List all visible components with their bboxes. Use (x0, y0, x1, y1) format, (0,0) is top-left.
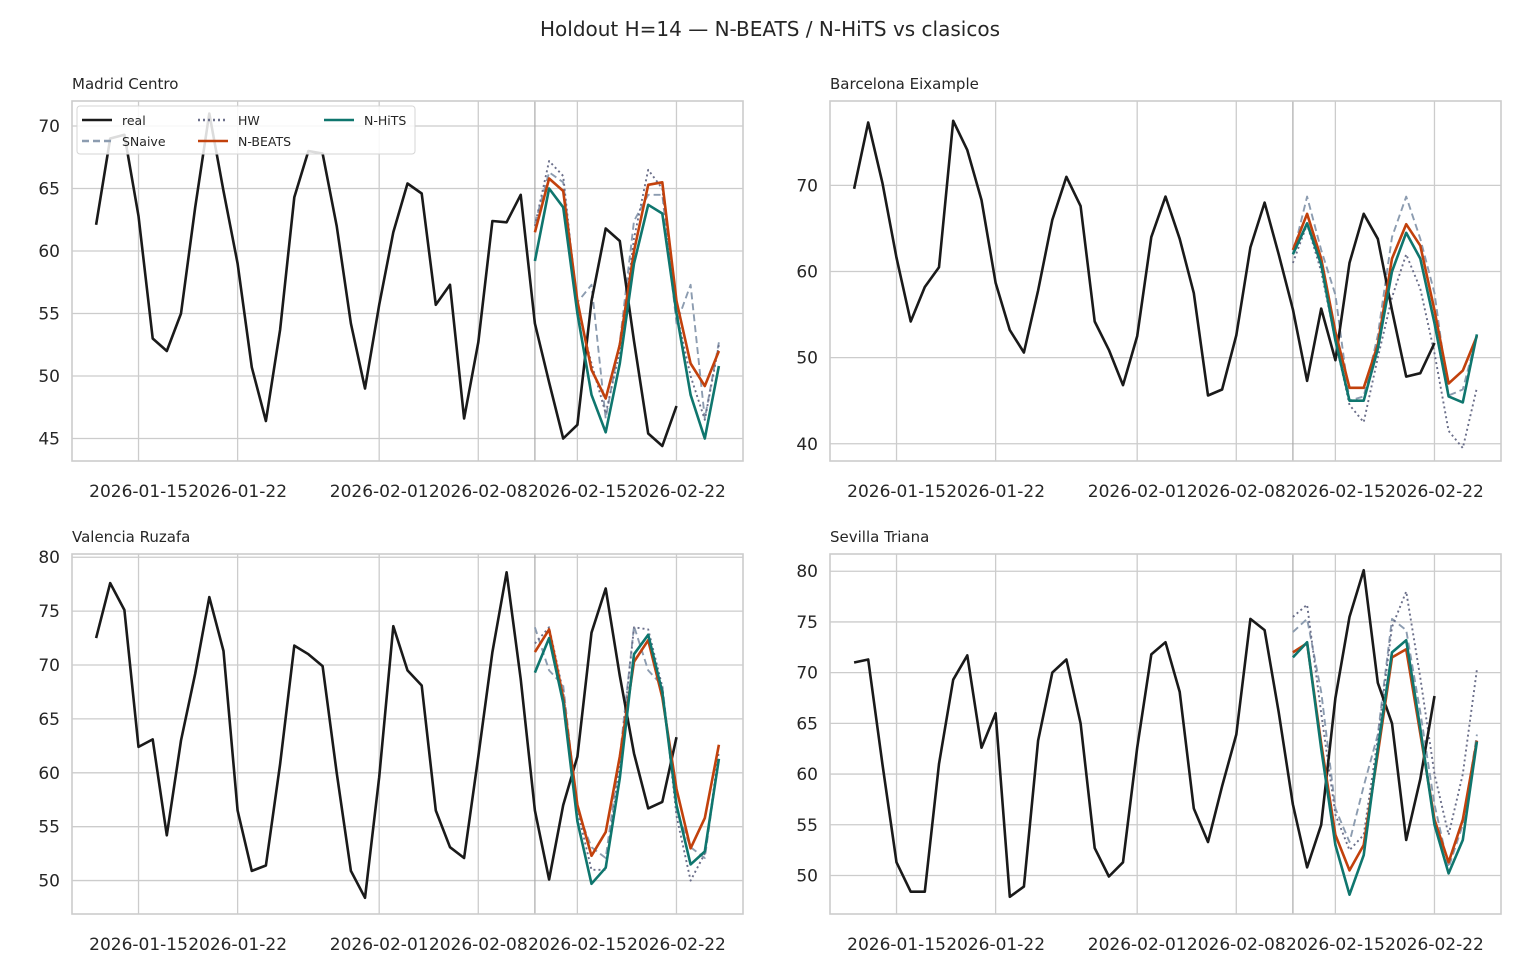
x-tick-label: 2026-02-22 (1385, 482, 1484, 502)
legend-label: N-HiTS (364, 113, 406, 128)
series-line-n-beats (533, 177, 721, 400)
series-line-hw (1292, 223, 1478, 450)
legend-label: real (122, 113, 146, 128)
y-tick-label: 65 (38, 180, 60, 200)
x-tick-label: 2026-02-08 (429, 482, 528, 502)
x-tick-label: 2026-02-01 (330, 935, 429, 955)
series-line-n-hits (533, 187, 721, 440)
y-tick-label: 50 (796, 349, 818, 369)
x-tick-label: 2026-01-15 (89, 935, 188, 955)
legend-label: HW (238, 113, 260, 128)
x-tick-label: 2026-01-22 (946, 935, 1045, 955)
x-tick-label: 2026-02-22 (1385, 935, 1484, 955)
x-tick-label: 2026-02-15 (1286, 482, 1385, 502)
x-tick-label: 2026-02-01 (1088, 935, 1187, 955)
plot-frame (829, 100, 1502, 462)
y-tick-label: 65 (38, 710, 60, 730)
y-tick-label: 55 (38, 818, 60, 838)
y-tick-label: 75 (38, 602, 60, 622)
series-line-snaive (533, 625, 720, 859)
series-line-real (94, 570, 678, 900)
x-tick-label: 2026-01-22 (188, 482, 287, 502)
x-tick-label: 2026-01-15 (847, 935, 946, 955)
x-tick-label: 2026-01-15 (89, 482, 188, 502)
x-tick-label: 2026-02-01 (1088, 482, 1187, 502)
series-line-real (852, 119, 1436, 397)
legend-label: SNaive (122, 134, 166, 149)
x-tick-label: 2026-02-08 (429, 935, 528, 955)
y-tick-label: 50 (38, 872, 60, 892)
series-line-real (94, 112, 678, 448)
series-line-real (853, 568, 1436, 899)
series-line-n-beats (1292, 641, 1479, 872)
series-line-n-hits (533, 633, 721, 886)
series-line-snaive (1292, 617, 1478, 869)
y-tick-label: 50 (796, 866, 818, 886)
x-tick-label: 2026-01-22 (946, 482, 1045, 502)
y-tick-label: 60 (796, 263, 818, 283)
x-tick-label: 2026-02-15 (528, 935, 627, 955)
x-tick-label: 2026-02-08 (1187, 482, 1286, 502)
y-tick-label: 60 (38, 764, 60, 784)
panel-3: 50 55 60 65 70 75 80 2026-01-15 2026-01-22 2026-0… (38, 528, 744, 955)
y-tick-label: 55 (796, 816, 818, 836)
y-tick-label: 80 (38, 548, 60, 568)
panel-title: Barcelona Eixample (830, 75, 979, 93)
y-tick-label: 75 (796, 613, 818, 633)
x-tick-label: 2026-02-22 (627, 482, 726, 502)
panel-1: 45 50 55 60 65 70 2026-01-15 2026-01-22 2026-02-… (38, 75, 744, 502)
series-line-n-beats (1291, 212, 1479, 390)
y-tick-label: 45 (38, 430, 60, 450)
x-tick-label: 2026-01-22 (188, 935, 287, 955)
y-tick-label: 70 (796, 176, 818, 196)
plot-frame (71, 100, 744, 462)
y-tick-label: 80 (796, 562, 818, 582)
series-line-n-hits (1291, 638, 1479, 897)
x-tick-label: 2026-02-01 (330, 482, 429, 502)
panel-title: Sevilla Triana (830, 528, 929, 546)
figure-title: Holdout H=14 — N-BEATS / N-HiTS vs clasi… (540, 17, 1000, 41)
plot-frame (71, 553, 744, 915)
x-tick-label: 2026-02-22 (627, 935, 726, 955)
y-tick-label: 70 (796, 664, 818, 684)
plot-frame (829, 553, 1502, 915)
y-tick-label: 70 (38, 656, 60, 676)
y-tick-label: 50 (38, 367, 60, 387)
series-line-hw (1292, 590, 1478, 852)
x-tick-label: 2026-02-08 (1187, 935, 1286, 955)
y-tick-label: 40 (796, 435, 818, 455)
y-tick-label: 60 (38, 242, 60, 262)
x-tick-label: 2026-02-15 (1286, 935, 1385, 955)
legend-label: N-BEATS (238, 134, 291, 149)
series-line-n-hits (1291, 222, 1479, 404)
x-tick-label: 2026-02-15 (528, 482, 627, 502)
panel-4: 50 55 60 65 70 75 80 2026-01-15 2026-01-22 2026-0… (796, 528, 1502, 955)
y-tick-label: 65 (796, 714, 818, 734)
legend-box (76, 105, 416, 155)
y-tick-label: 55 (38, 305, 60, 325)
panel-title: Madrid Centro (72, 75, 178, 93)
x-tick-label: 2026-01-15 (847, 482, 946, 502)
legend: real SNaive HW N-BEATS N-HiTS (76, 105, 416, 155)
y-tick-label: 60 (796, 765, 818, 785)
panel-title: Valencia Ruzafa (72, 528, 190, 546)
series-line-n-beats (533, 628, 721, 858)
y-tick-label: 70 (38, 117, 60, 137)
